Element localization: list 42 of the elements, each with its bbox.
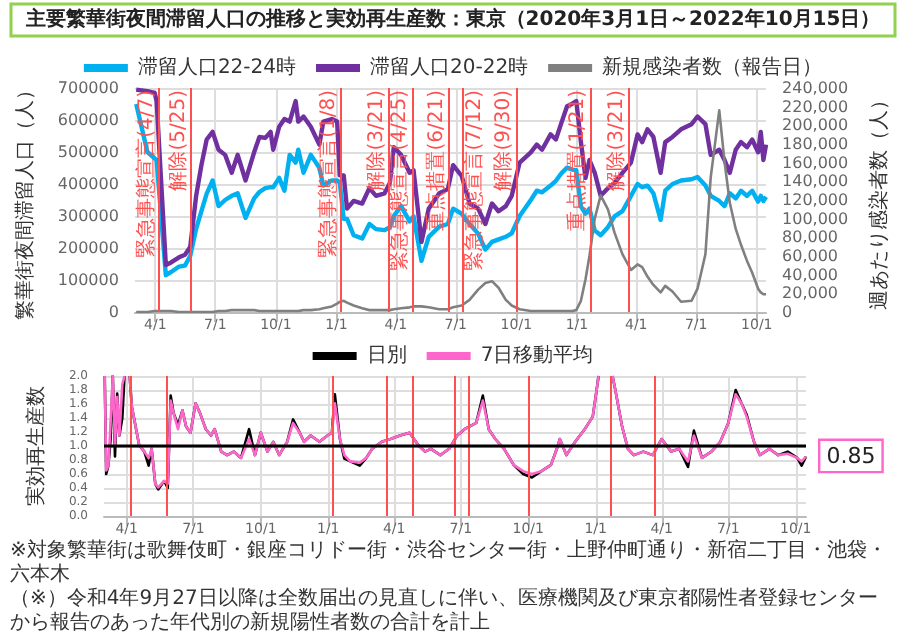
y2-tick-label: 40,000 <box>782 265 839 284</box>
y-tick-label: 100000 <box>57 271 119 289</box>
annotation: 0.85 <box>826 442 876 469</box>
legend-label: 日別 <box>366 345 407 367</box>
y2-tick-label: 60,000 <box>782 247 839 265</box>
y2-tick-label: 220,000 <box>782 97 849 116</box>
y2-tick-label: 80,000 <box>782 228 839 247</box>
text: （※）令和4年9月27日以降は全数届出の見直しに伴い、医療機関及び東京都陽性者登録センターから報告のあった年代別の新規陽性者数の合計を計上 <box>10 588 880 636</box>
y-tick-label: 400000 <box>57 175 119 193</box>
y-tick-label: 600000 <box>57 111 119 129</box>
y2-tick-label: 200,000 <box>782 116 849 135</box>
ref-line-label: 緊急事態宣言(1/8) <box>316 89 341 258</box>
ref-line-label: 解除(3/21) <box>363 89 388 191</box>
legend-label: 新規感染者数（報告日） <box>602 55 823 79</box>
y-axis-title: 繁華街夜間滞留人口（人） <box>13 80 37 320</box>
legend-label: 滞留人口22-24時 <box>137 55 297 79</box>
ref-line-label: 解除(3/21) <box>604 89 628 191</box>
y2-tick-label: 140,000 <box>782 172 849 191</box>
chart-title: 主要繁華街夜間滞留人口の推移と実効再生産数：東京（2020年3月1日～2022年10月15日） <box>23 7 881 31</box>
ref-line-label: 重点措置(6/21) <box>424 89 449 231</box>
y2-tick-label: 240,000 <box>782 79 849 97</box>
ref-line-label: 解除(9/30) <box>490 89 515 191</box>
y-axis-title: 実効再生産数 <box>24 386 49 506</box>
y-tick-label: 500000 <box>57 143 119 161</box>
legend-label: 滞留人口20-22時 <box>370 55 529 79</box>
text: ※対象繁華街は歌舞伎町・銀座コリドー街・渋谷センター街・上野仲町通り・新宿二丁目・池袋・六本木 <box>10 540 889 587</box>
y-tick-label: 0 <box>108 303 119 321</box>
y-tick-label: 200000 <box>57 239 119 257</box>
legend-label: 7日移動平均 <box>480 343 594 367</box>
y2-tick-label: 180,000 <box>782 135 849 153</box>
y2-axis-title: 週あたり感染者数（人） <box>867 90 891 310</box>
ref-line-label: 緊急事態宣言(4/7) <box>134 89 159 258</box>
y2-tick-label: 160,000 <box>782 153 849 172</box>
y2-tick-label: 20,000 <box>782 284 839 303</box>
y2-tick-label: 120,000 <box>782 191 849 209</box>
y2-tick-label: 0 <box>782 303 793 321</box>
y-tick-label: 700000 <box>57 79 119 97</box>
y-tick-label: 300000 <box>57 207 119 225</box>
ref-line-label: 緊急事態宣言(7/12) <box>461 89 486 271</box>
y2-tick-label: 100,000 <box>782 209 849 228</box>
ref-line-label: 解除(5/25) <box>165 89 190 191</box>
ref-line-label: 重点措置(1/21) <box>565 89 590 231</box>
